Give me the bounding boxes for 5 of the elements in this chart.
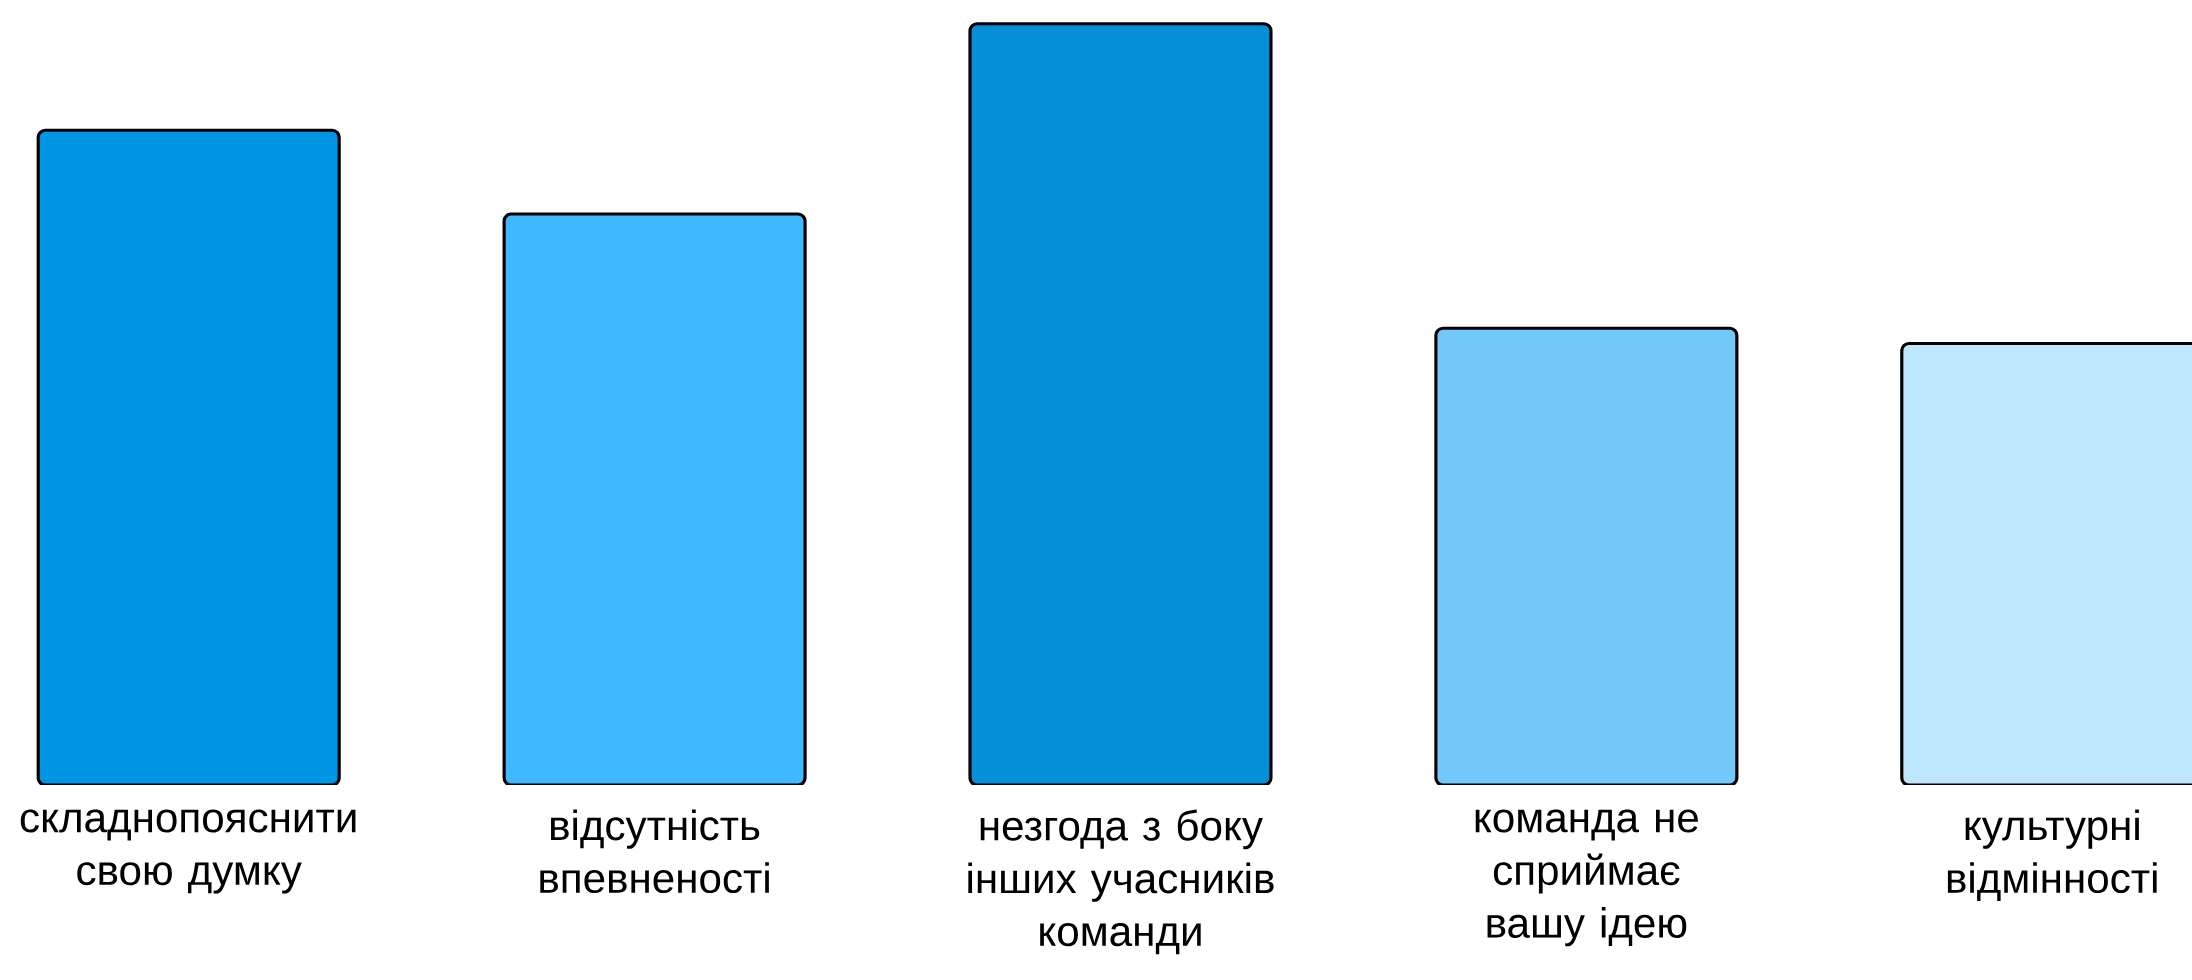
x-tick-label: культурні відмінності	[1947, 809, 2157, 902]
x-tick-label: незгода з боку інших учасників команди	[968, 809, 1274, 955]
x-tick-label: складнопояснити свою думку	[20, 809, 356, 894]
x-tick-label: команда не сприймає вашу ідею	[1475, 809, 1698, 947]
x-tick-label: відсутність впевненості	[540, 809, 769, 894]
